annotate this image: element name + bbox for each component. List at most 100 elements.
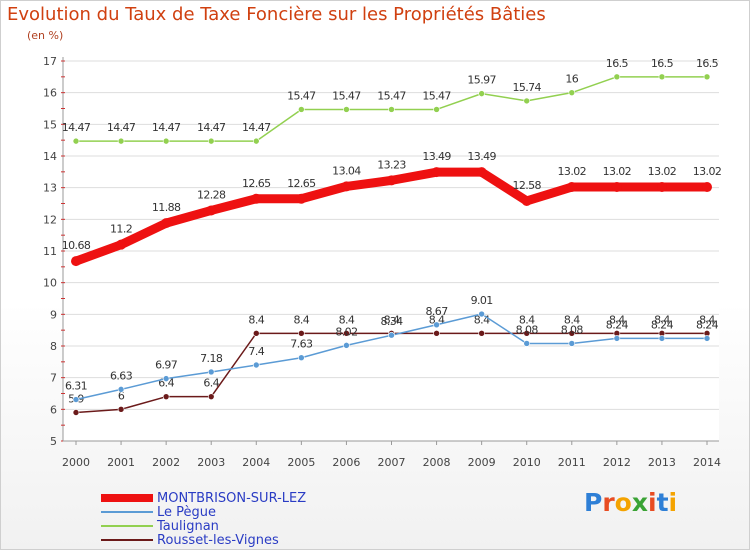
data-point-le-p-gue: [568, 340, 576, 347]
y-unit-label: (en %): [27, 29, 64, 42]
data-point-rousset-les-vignes: [252, 330, 260, 337]
data-point-taulignan: [568, 89, 576, 96]
y-tick-label: 12: [43, 213, 57, 226]
data-label-taulignan: 15.97: [467, 74, 496, 87]
x-tick-label: 2007: [378, 456, 406, 469]
data-point-le-p-gue: [388, 331, 395, 339]
data-point-taulignan: [613, 73, 621, 81]
data-label-montbrison-sur-lez: 11.88: [152, 201, 181, 214]
data-label-taulignan: 14.47: [242, 121, 271, 134]
data-point-montbrison-sur-lez: [476, 167, 487, 178]
data-point-taulignan: [523, 97, 531, 105]
data-point-montbrison-sur-lez: [702, 182, 712, 193]
x-tick-label: 2004: [242, 456, 270, 469]
data-point-taulignan: [658, 73, 666, 81]
data-label-le-p-gue: 7.18: [200, 352, 223, 365]
data-label-taulignan: 16.5: [651, 57, 674, 70]
y-tick-label: 14: [43, 150, 57, 163]
data-label-le-p-gue: 8.08: [561, 323, 584, 336]
data-label-le-p-gue: 6.97: [155, 359, 178, 372]
data-point-le-p-gue: [703, 335, 711, 342]
legend-label: Rousset-les-Vignes: [157, 532, 279, 548]
data-label-taulignan: 15.47: [377, 89, 406, 102]
data-label-montbrison-sur-lez: 13.02: [693, 165, 722, 178]
x-tick-label: 2005: [287, 456, 315, 469]
data-label-rousset-les-vignes: 8.4: [564, 313, 580, 326]
x-tick-label: 2002: [152, 456, 180, 469]
data-label-montbrison-sur-lez: 13.23: [377, 158, 406, 171]
data-label-le-p-gue: 8.08: [516, 323, 539, 336]
data-label-rousset-les-vignes: 8.4: [654, 313, 670, 326]
data-point-montbrison-sur-lez: [656, 182, 667, 193]
data-label-rousset-les-vignes: 8.4: [294, 313, 310, 326]
data-label-le-p-gue: 6.31: [65, 380, 87, 393]
logo-letter: x: [631, 488, 648, 517]
y-tick-label: 6: [50, 403, 57, 416]
data-label-taulignan: 14.47: [107, 121, 136, 134]
proxiti-logo: Proxiti: [584, 488, 677, 517]
data-label-le-p-gue: 8.67: [426, 305, 449, 318]
y-tick-label: 8: [50, 340, 57, 353]
data-label-taulignan: 15.74: [512, 81, 541, 94]
legend-item: Le Pègue: [101, 504, 216, 520]
data-point-taulignan: [207, 137, 215, 145]
data-label-rousset-les-vignes: 8.4: [699, 313, 715, 326]
data-label-le-p-gue: 6.63: [110, 369, 133, 382]
data-point-le-p-gue: [613, 335, 621, 342]
legend-swatch: [101, 525, 153, 527]
chart-title: Evolution du Taux de Taxe Foncière sur l…: [7, 4, 546, 25]
data-label-le-p-gue: 8.02: [335, 325, 357, 338]
logo-letter: r: [602, 488, 615, 517]
data-label-le-p-gue: 9.01: [471, 294, 493, 307]
data-point-montbrison-sur-lez: [611, 182, 622, 193]
data-label-rousset-les-vignes: 6.4: [203, 377, 219, 390]
data-label-taulignan: 15.47: [422, 89, 451, 102]
data-point-le-p-gue: [343, 342, 350, 349]
data-label-rousset-les-vignes: 8.4: [519, 313, 535, 326]
data-label-le-p-gue: 8.24: [606, 318, 629, 331]
data-point-taulignan: [252, 137, 260, 145]
logo-letter: i: [668, 488, 678, 517]
data-point-montbrison-sur-lez: [71, 256, 81, 267]
data-label-rousset-les-vignes: 8.4: [609, 313, 625, 326]
logo-letter: P: [584, 488, 603, 517]
data-point-montbrison-sur-lez: [341, 181, 352, 192]
data-point-le-p-gue: [658, 335, 666, 342]
data-label-montbrison-sur-lez: 13.02: [558, 165, 587, 178]
y-tick-label: 5: [50, 435, 57, 448]
data-label-montbrison-sur-lez: 13.04: [332, 164, 361, 177]
data-label-le-p-gue: 8.34: [380, 315, 403, 328]
y-tick-label: 13: [43, 182, 57, 195]
x-tick-label: 2010: [513, 456, 541, 469]
legend-label: MONTBRISON-SUR-LEZ: [157, 490, 307, 506]
data-label-taulignan: 16.5: [696, 57, 719, 70]
data-label-montbrison-sur-lez: 12.58: [512, 179, 541, 192]
data-point-le-p-gue: [207, 368, 215, 376]
data-point-taulignan: [72, 137, 80, 145]
y-tick-label: 10: [43, 277, 57, 290]
data-point-montbrison-sur-lez: [521, 195, 532, 206]
data-label-montbrison-sur-lez: 10.68: [62, 239, 91, 252]
data-label-montbrison-sur-lez: 11.2: [110, 223, 132, 236]
data-label-montbrison-sur-lez: 12.28: [197, 188, 226, 201]
data-point-montbrison-sur-lez: [566, 182, 577, 193]
data-label-rousset-les-vignes: 6: [118, 389, 125, 402]
data-point-taulignan: [703, 73, 711, 81]
data-point-taulignan: [388, 106, 395, 113]
data-point-le-p-gue: [252, 361, 260, 369]
data-point-montbrison-sur-lez: [161, 218, 172, 229]
data-point-le-p-gue: [72, 396, 80, 403]
data-point-montbrison-sur-lez: [116, 239, 127, 250]
logo-letter: t: [656, 488, 669, 517]
logo-letter: o: [614, 488, 632, 517]
data-point-rousset-les-vignes: [207, 393, 215, 400]
data-point-rousset-les-vignes: [117, 406, 125, 413]
data-label-taulignan: 14.47: [197, 121, 226, 134]
y-tick-label: 7: [50, 372, 57, 385]
data-label-montbrison-sur-lez: 13.49: [422, 150, 451, 163]
legend-item: Taulignan: [101, 518, 219, 534]
data-label-taulignan: 14.47: [152, 121, 181, 134]
data-point-montbrison-sur-lez: [431, 167, 442, 178]
y-tick-label: 17: [43, 55, 57, 68]
data-point-rousset-les-vignes: [72, 409, 80, 416]
